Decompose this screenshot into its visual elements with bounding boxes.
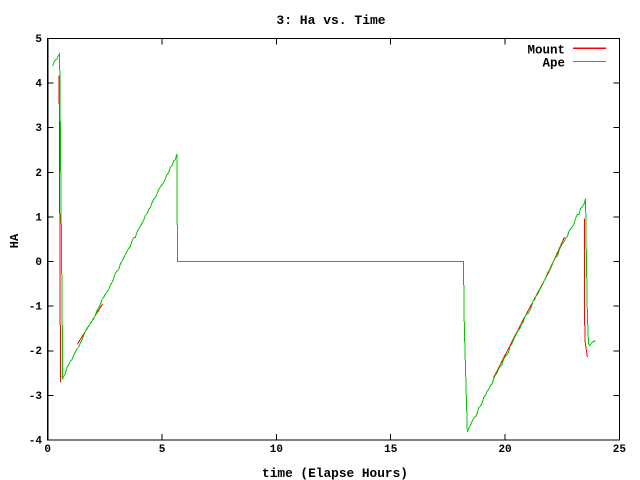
svg-text:25: 25 <box>613 444 627 456</box>
svg-text:2: 2 <box>35 168 42 180</box>
svg-text:1: 1 <box>35 212 42 224</box>
svg-text:time (Elapse Hours): time (Elapse Hours) <box>262 466 408 480</box>
svg-text:Mount: Mount <box>527 44 565 58</box>
svg-text:10: 10 <box>270 444 283 456</box>
svg-text:-3: -3 <box>29 391 43 403</box>
svg-text:-1: -1 <box>29 302 43 314</box>
svg-text:-2: -2 <box>29 346 42 358</box>
svg-text:HA: HA <box>8 233 22 248</box>
svg-text:4: 4 <box>35 79 42 91</box>
svg-text:3: 3 <box>35 123 42 135</box>
svg-text:3: Ha vs. Time: 3: Ha vs. Time <box>276 13 385 28</box>
svg-text:0: 0 <box>35 257 42 269</box>
svg-text:15: 15 <box>384 444 398 456</box>
svg-text:20: 20 <box>498 444 511 456</box>
svg-text:Ape: Ape <box>542 57 565 71</box>
svg-text:-4: -4 <box>29 436 43 448</box>
svg-text:5: 5 <box>159 444 166 456</box>
svg-text:0: 0 <box>44 444 51 456</box>
svg-text:5: 5 <box>35 34 42 46</box>
